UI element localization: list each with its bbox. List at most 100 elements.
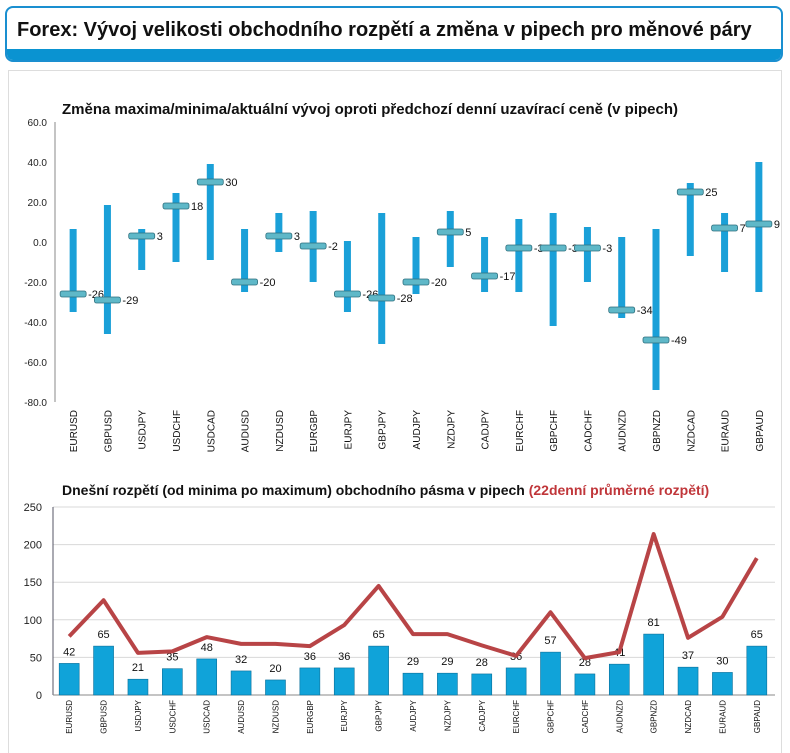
chart2-x-tick: EURUSD <box>65 700 74 734</box>
chart1-y-tick: -80.0 <box>24 398 47 409</box>
chart1-range-bar <box>172 193 180 262</box>
chart1-current-marker <box>231 278 258 286</box>
chart2-bar <box>677 666 699 696</box>
chart1-x-tick: EURUSD <box>69 410 80 452</box>
chart1-range-bar <box>481 237 489 292</box>
chart1-current-marker <box>745 220 773 228</box>
chart1-x-tick: EURJPY <box>343 410 354 450</box>
chart2-x-tick: AUDNZD <box>615 700 624 734</box>
chart1-x-tick: EURAUD <box>721 410 732 452</box>
chart2-data-label: 28 <box>579 657 591 669</box>
chart2-bar <box>265 679 286 696</box>
chart1-data-label: -20 <box>260 277 276 289</box>
chart2-x-tick: NZDUSD <box>271 700 280 734</box>
chart2-x-tick: EURCHF <box>512 700 521 733</box>
chart1-range-bar <box>686 183 694 256</box>
chart1-current-marker <box>368 294 396 302</box>
chart2-y-tick: 250 <box>24 502 42 514</box>
chart1-range-bar <box>138 229 146 270</box>
chart2-x-tick: EURGBP <box>306 700 315 734</box>
chart1-data-label: -49 <box>671 335 687 347</box>
chart1-range-bar <box>549 213 557 326</box>
chart1-current-marker <box>608 306 636 314</box>
chart2-data-label: 81 <box>648 617 660 629</box>
chart1-current-marker <box>676 188 704 196</box>
chart2-bar <box>162 668 183 696</box>
chart1-y-tick: 40.0 <box>28 158 48 169</box>
chart2-x-tick: USDCHF <box>168 700 177 733</box>
chart1-current-marker <box>128 232 156 240</box>
chart1-current-marker <box>471 272 498 280</box>
chart2-y-tick: 50 <box>30 652 42 664</box>
chart1-y-tick: -40.0 <box>24 318 47 329</box>
chart2-x-tick: CADJPY <box>478 699 487 731</box>
chart1-x-tick: USDCHF <box>172 410 183 452</box>
page-title: Forex: Vývoj velikosti obchodního rozpět… <box>17 19 752 41</box>
chart2-x-tick: AUDJPY <box>409 699 418 731</box>
chart1-x-tick: NZDJPY <box>446 410 457 449</box>
chart1-current-marker <box>265 232 293 240</box>
chart2-bar <box>608 663 630 696</box>
chart2-y-tick: 200 <box>24 540 42 552</box>
chart1-y-tick: 60.0 <box>28 118 48 129</box>
chart1-data-label: -3 <box>602 243 612 255</box>
chart2-x-tick: CADCHF <box>581 700 590 733</box>
chart1-data-label: -20 <box>431 277 447 289</box>
chart1-data-label: -2 <box>328 241 338 253</box>
chart2-bar <box>643 633 664 696</box>
chart2-x-tick: NZDCAD <box>684 700 693 734</box>
chart1-current-marker <box>711 224 738 232</box>
chart1-data-label: 7 <box>740 223 746 235</box>
chart2-data-label: 36 <box>304 651 316 663</box>
chart1-x-tick: USDJPY <box>138 410 149 450</box>
charts-panel <box>8 70 782 753</box>
chart2-title-main: Dnešní rozpětí (od minima po maximum) ob… <box>62 482 525 498</box>
chart1-range-bar <box>583 227 591 282</box>
chart2-x-tick: GBPAUD <box>753 700 762 733</box>
chart2-bar <box>712 672 733 696</box>
chart2-bar <box>505 667 527 696</box>
chart1-title: Změna maxima/minima/aktuální vývoj oprot… <box>62 101 679 118</box>
chart2-bar <box>746 645 768 696</box>
chart1-current-marker <box>436 228 464 236</box>
chart1-range-bar <box>652 229 660 390</box>
chart2-data-label: 21 <box>132 662 144 674</box>
chart1-range-bar <box>515 219 523 292</box>
chart1-x-tick: CADCHF <box>583 410 594 452</box>
chart2-x-tick: EURAUD <box>718 700 727 734</box>
chart2-bar <box>574 673 596 696</box>
chart2-bar <box>402 672 424 696</box>
chart2-y-tick: 100 <box>24 615 42 627</box>
chart2-data-label: 65 <box>751 629 763 641</box>
chart2-bar <box>333 667 355 696</box>
chart2-data-label: 57 <box>544 635 556 647</box>
chart2-data-label: 42 <box>63 646 75 658</box>
header-band <box>7 49 781 60</box>
chart1-data-label: -17 <box>500 271 516 283</box>
chart1-current-marker <box>162 202 190 210</box>
chart2-x-tick: EURJPY <box>340 699 349 731</box>
chart1-current-marker <box>642 336 670 344</box>
chart1-data-label: -34 <box>637 305 653 317</box>
chart1-range-bar <box>618 237 626 318</box>
chart2-title: Dnešní rozpětí (od minima po maximum) ob… <box>62 482 709 498</box>
chart1-x-tick: AUDUSD <box>241 410 252 452</box>
chart1-data-label: 9 <box>774 219 780 231</box>
chart1-range-bar <box>412 237 420 294</box>
chart1-data-label: -28 <box>397 293 413 305</box>
chart1-range-bar <box>721 213 729 272</box>
chart2-bar <box>368 645 389 696</box>
chart1-x-tick: EURGBP <box>309 410 320 453</box>
chart2-data-label: 29 <box>441 656 453 668</box>
chart1-data-label: 30 <box>225 177 237 189</box>
chart1-current-marker <box>402 278 430 286</box>
chart1-x-tick: NZDUSD <box>275 410 286 452</box>
chart2-average-line <box>67 532 759 661</box>
chart1-data-label: 18 <box>191 201 203 213</box>
chart1-x-tick: EURCHF <box>515 410 526 452</box>
chart2-x-tick: USDCAD <box>203 700 212 734</box>
chart1-current-marker <box>574 244 601 252</box>
chart2-y-tick: 0 <box>36 690 42 702</box>
chart2-data-label: 36 <box>338 651 350 663</box>
chart1-x-tick: AUDJPY <box>412 410 423 450</box>
